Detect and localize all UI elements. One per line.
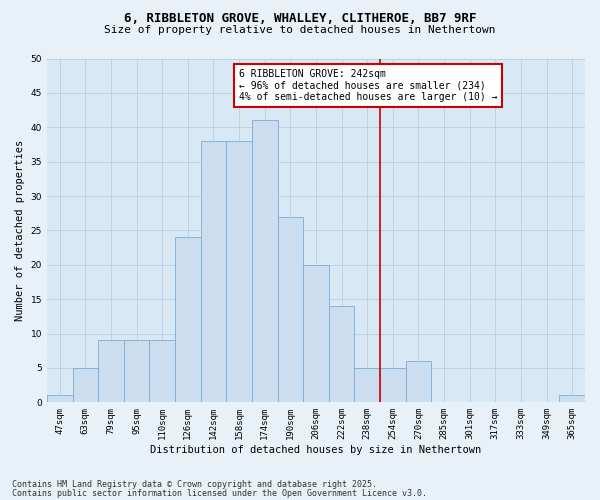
Bar [47, 396, 73, 402]
Bar [303, 265, 329, 402]
Text: Contains HM Land Registry data © Crown copyright and database right 2025.: Contains HM Land Registry data © Crown c… [12, 480, 377, 489]
X-axis label: Distribution of detached houses by size in Nethertown: Distribution of detached houses by size … [151, 445, 482, 455]
Text: Size of property relative to detached houses in Nethertown: Size of property relative to detached ho… [104, 25, 496, 35]
Bar [124, 340, 149, 402]
Bar [200, 141, 226, 403]
Bar [226, 141, 252, 403]
Bar [252, 120, 278, 402]
Bar [406, 361, 431, 403]
Bar [355, 368, 380, 402]
Bar [278, 216, 303, 402]
Bar [175, 238, 200, 402]
Bar [329, 306, 355, 402]
Bar [149, 340, 175, 402]
Bar [73, 368, 98, 402]
Y-axis label: Number of detached properties: Number of detached properties [15, 140, 25, 321]
Bar [98, 340, 124, 402]
Text: 6 RIBBLETON GROVE: 242sqm
← 96% of detached houses are smaller (234)
4% of semi-: 6 RIBBLETON GROVE: 242sqm ← 96% of detac… [239, 69, 497, 102]
Bar [380, 368, 406, 402]
Bar [559, 396, 585, 402]
Text: Contains public sector information licensed under the Open Government Licence v3: Contains public sector information licen… [12, 488, 427, 498]
Text: 6, RIBBLETON GROVE, WHALLEY, CLITHEROE, BB7 9RF: 6, RIBBLETON GROVE, WHALLEY, CLITHEROE, … [124, 12, 476, 26]
